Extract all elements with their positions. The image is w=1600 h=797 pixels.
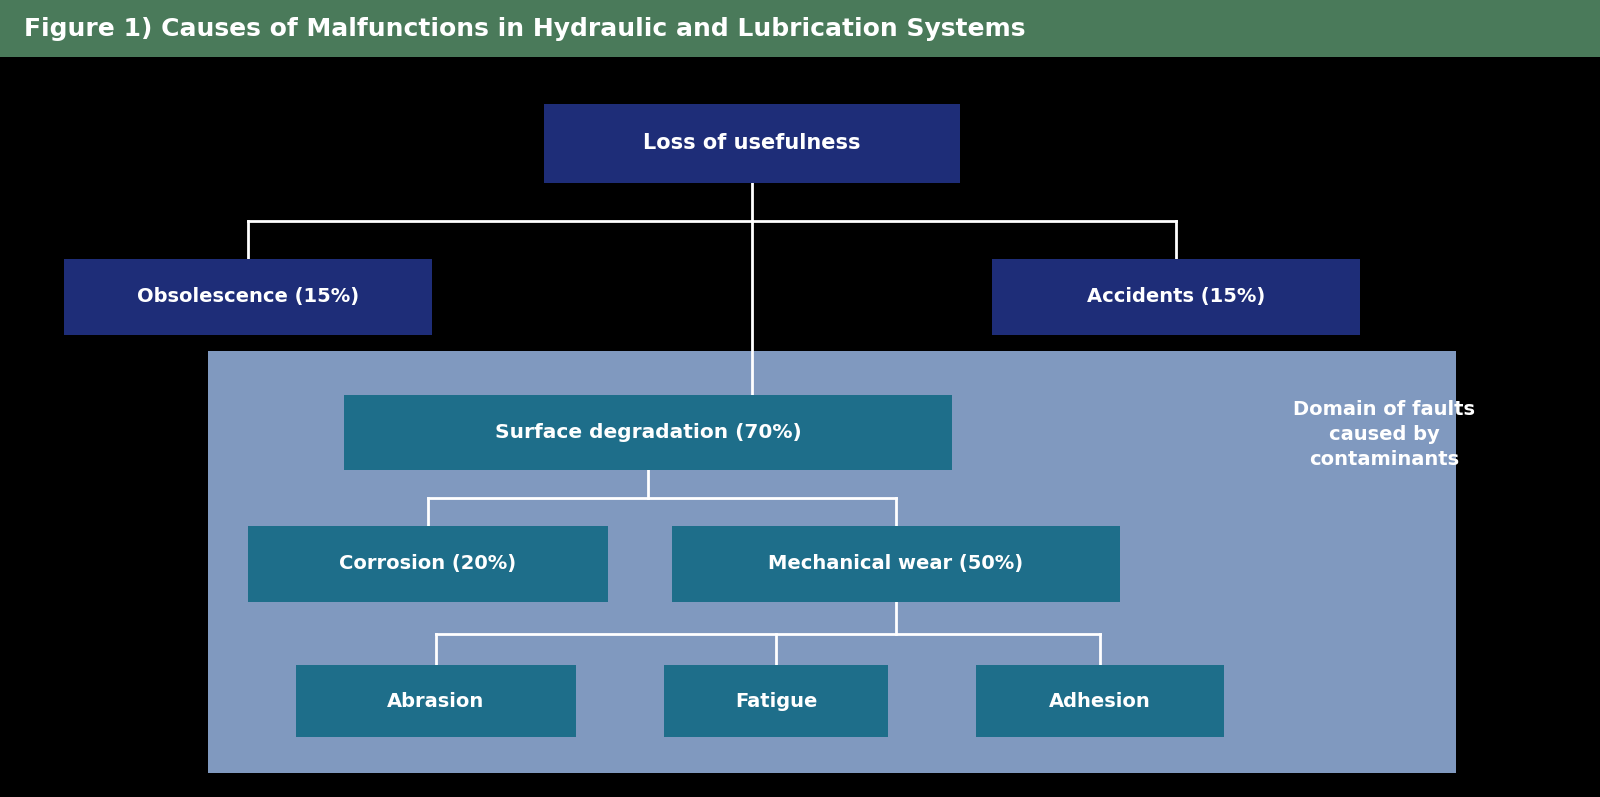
Text: Adhesion: Adhesion	[1050, 692, 1150, 711]
FancyBboxPatch shape	[976, 665, 1224, 737]
FancyBboxPatch shape	[992, 259, 1360, 335]
FancyBboxPatch shape	[672, 526, 1120, 602]
FancyBboxPatch shape	[664, 665, 888, 737]
FancyBboxPatch shape	[544, 104, 960, 183]
FancyBboxPatch shape	[64, 259, 432, 335]
FancyBboxPatch shape	[296, 665, 576, 737]
FancyBboxPatch shape	[344, 395, 952, 470]
Text: Mechanical wear (50%): Mechanical wear (50%)	[768, 555, 1024, 573]
FancyBboxPatch shape	[208, 351, 1456, 773]
Text: Abrasion: Abrasion	[387, 692, 485, 711]
Text: Accidents (15%): Accidents (15%)	[1086, 288, 1266, 306]
Text: Fatigue: Fatigue	[734, 692, 818, 711]
FancyBboxPatch shape	[248, 526, 608, 602]
Text: Domain of faults
caused by
contaminants: Domain of faults caused by contaminants	[1293, 400, 1475, 469]
Text: Obsolescence (15%): Obsolescence (15%)	[138, 288, 358, 306]
Text: Surface degradation (70%): Surface degradation (70%)	[494, 423, 802, 442]
Text: Figure 1) Causes of Malfunctions in Hydraulic and Lubrication Systems: Figure 1) Causes of Malfunctions in Hydr…	[24, 17, 1026, 41]
FancyBboxPatch shape	[0, 0, 1600, 57]
Text: Corrosion (20%): Corrosion (20%)	[339, 555, 517, 573]
Text: Loss of usefulness: Loss of usefulness	[643, 133, 861, 154]
